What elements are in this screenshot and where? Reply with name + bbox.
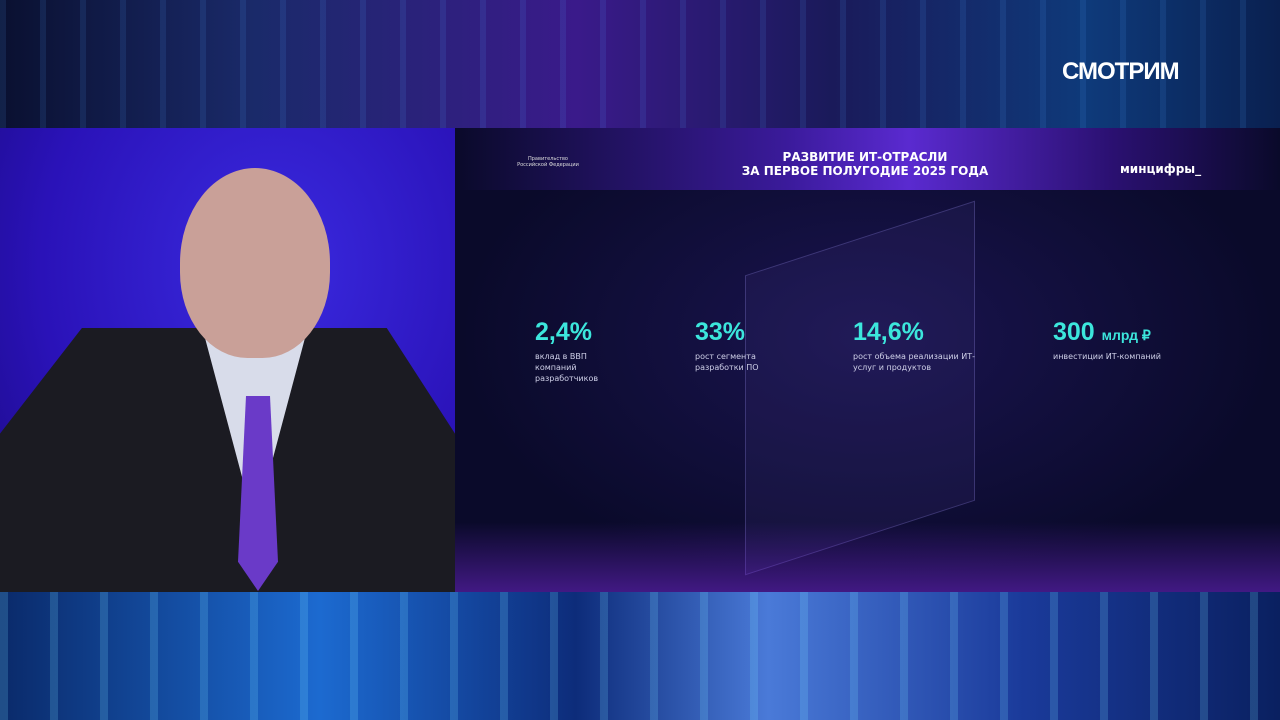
stat-caption: рост сегмента разработки ПО [695, 352, 759, 372]
speaker-video [0, 128, 455, 592]
stat-value: 2,4% [535, 318, 592, 346]
slide-title: РАЗВИТИЕ ИТ-ОТРАСЛИ ЗА ПЕРВОЕ ПОЛУГОДИЕ … [655, 150, 1075, 178]
title-line-1: РАЗВИТИЕ ИТ-ОТРАСЛИ [782, 150, 948, 164]
stat-gdp-share: 2,4% вклад в ВВП компаний разработчиков [535, 318, 615, 384]
stat-software-growth: 33% рост сегмента разработки ПО [695, 318, 775, 373]
broadcast-background-bottom [0, 592, 1280, 720]
stat-unit: млрд ₽ [1101, 327, 1151, 343]
stat-investments: 300 млрд ₽ инвестиции ИТ-компаний [1053, 318, 1183, 362]
stat-value: 300 [1053, 318, 1095, 346]
stat-caption: инвестиции ИТ-компаний [1053, 352, 1161, 361]
title-line-2: ЗА ПЕРВОЕ ПОЛУГОДИЕ 2025 ГОДА [741, 164, 989, 178]
presentation-slide: Правительство Российской Федерации РАЗВИ… [455, 128, 1280, 592]
stat-caption: рост объема реализации ИТ-услуг и продук… [853, 352, 975, 372]
stat-it-sales-growth: 14,6% рост объема реализации ИТ-услуг и … [853, 318, 983, 373]
stat-value: 33% [695, 318, 746, 346]
speaker-tie [238, 396, 278, 591]
ministry-logo: минцифры_ [1120, 162, 1202, 176]
stat-caption: вклад в ВВП компаний разработчиков [535, 352, 599, 383]
slide-banner [455, 128, 1280, 190]
speaker-head [180, 168, 330, 358]
government-logo: Правительство Российской Федерации [517, 156, 579, 168]
stat-value: 14,6% [853, 318, 924, 346]
slide-glow [455, 522, 1280, 592]
channel-logo: СМОТРИМ [1062, 58, 1180, 85]
cube-graphic [745, 200, 975, 576]
broadcast-background-top [0, 0, 1280, 128]
